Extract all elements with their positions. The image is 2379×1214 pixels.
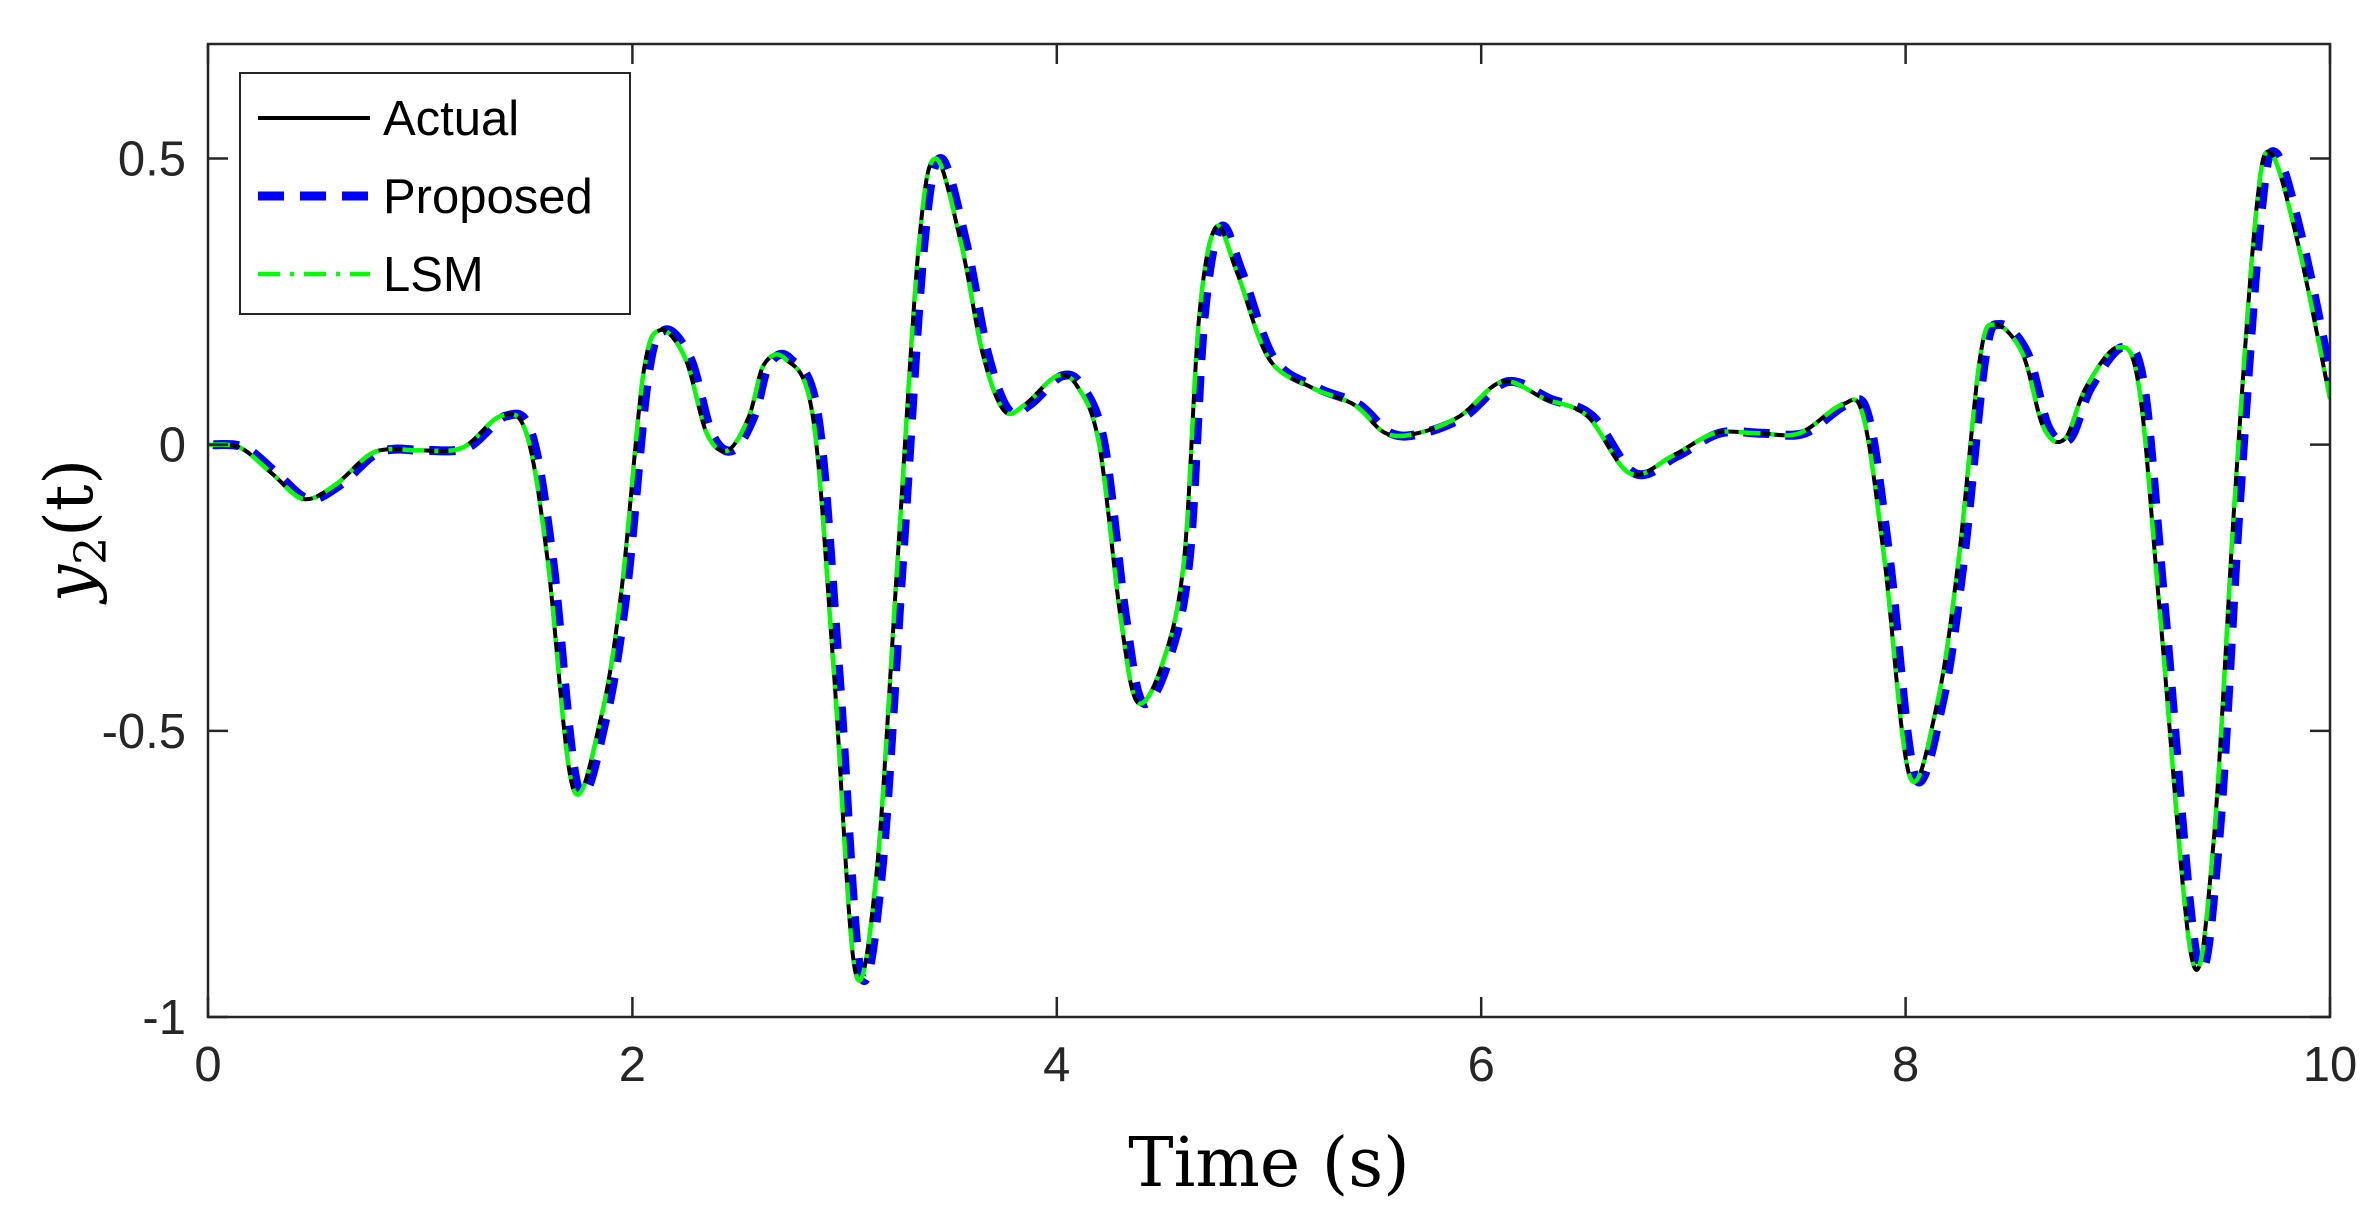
y-axis-ticks: -1 -0.5 0 0.5	[102, 132, 2330, 1045]
y-axis-title-rest: (t)	[31, 459, 108, 537]
y-axis-title-subscript: 2	[66, 537, 117, 565]
y-axis-title-base: y	[31, 564, 108, 605]
x-tick-label: 8	[1892, 1038, 1919, 1092]
x-tick-label: 2	[619, 1038, 646, 1092]
series-line-proposed	[212, 147, 2330, 985]
series-line-lsm	[208, 149, 2330, 983]
legend-label-proposed: Proposed	[383, 170, 593, 224]
axes	[206, 42, 2332, 1019]
y-tick-label: -0.5	[102, 705, 186, 759]
legend-label-lsm: LSM	[383, 248, 484, 302]
axes-box	[206, 42, 2332, 1019]
x-axis-title: Time (s)	[1128, 1124, 1409, 1203]
legend: Actual Proposed LSM	[239, 72, 631, 315]
x-tick-label: 10	[2303, 1038, 2358, 1092]
y-tick-label: 0.5	[118, 132, 186, 186]
y-axis-title: y2(t)	[31, 459, 117, 605]
legend-label-actual: Actual	[383, 92, 519, 146]
x-tick-label: 0	[194, 1038, 221, 1092]
x-tick-label: 6	[1468, 1038, 1495, 1092]
y-tick-label: 0	[159, 419, 186, 473]
series-layer	[208, 147, 2330, 985]
x-tick-label: 4	[1043, 1038, 1070, 1092]
y-tick-label: -1	[142, 991, 186, 1045]
x-axis-ticks: 0 2 4 6 8 10	[194, 44, 2357, 1092]
